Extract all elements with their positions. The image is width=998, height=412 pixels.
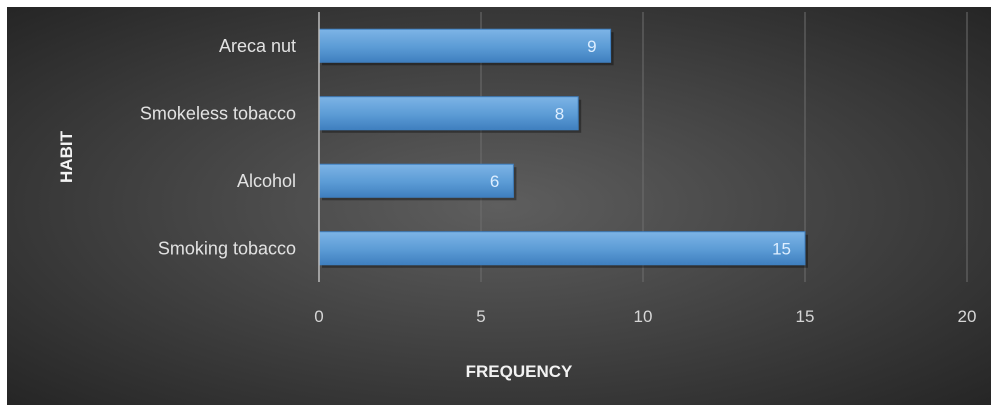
x-axis-title: FREQUENCY: [466, 362, 573, 381]
axes: 0 5 10 15 20 Smoking tobacco Alcohol Smokeless …: [140, 12, 977, 326]
bar-smokeless-tobacco: [318, 96, 579, 131]
bar-areca-nut: [318, 28, 612, 63]
data-label-alcohol: 6: [490, 172, 499, 191]
data-label-smokeless-tobacco: 8: [555, 104, 564, 123]
chart-background: [7, 7, 991, 405]
bars: 15 6 8 9: [318, 28, 808, 268]
category-label-smokeless-tobacco: Smokeless tobacco: [140, 103, 296, 123]
data-label-areca-nut: 9: [587, 37, 596, 56]
data-label-smoking-tobacco: 15: [772, 239, 791, 258]
x-tick-label-10: 10: [634, 307, 653, 326]
bar-smoking-tobacco: [318, 231, 806, 266]
x-tick-label-15: 15: [796, 307, 815, 326]
category-label-smoking-tobacco: Smoking tobacco: [158, 238, 296, 258]
x-tick-label-0: 0: [314, 307, 323, 326]
x-tick-label-5: 5: [476, 307, 485, 326]
category-label-areca-nut: Areca nut: [219, 36, 296, 56]
category-label-alcohol: Alcohol: [237, 171, 296, 191]
x-tick-label-20: 20: [958, 307, 977, 326]
y-axis-title: HABIT: [57, 130, 76, 183]
bar-alcohol: [318, 163, 514, 198]
